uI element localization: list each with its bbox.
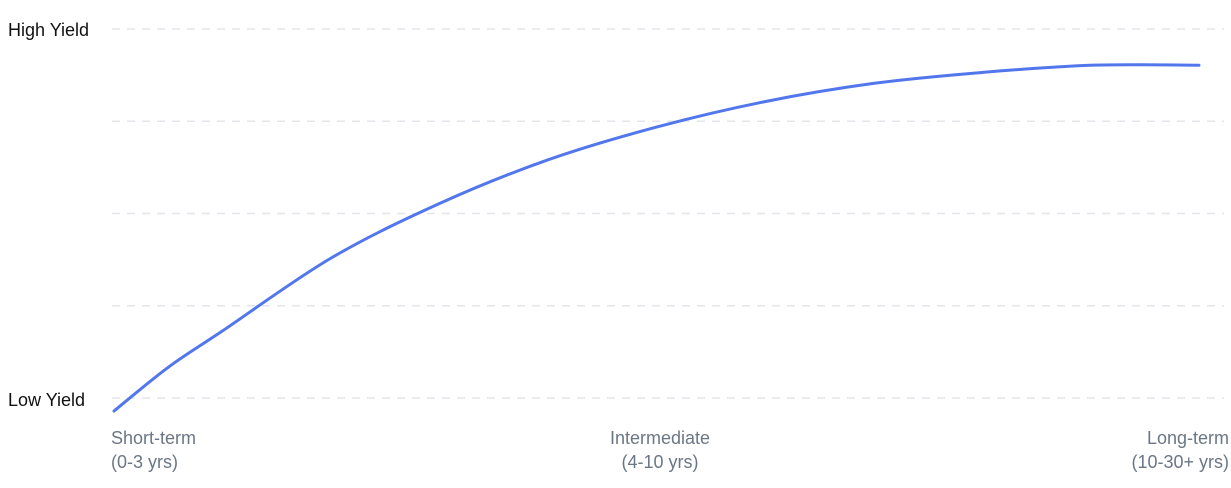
y-tick-label-high: High Yield [8,20,89,40]
x-tick-label-short-term: Short-term [111,428,196,448]
y-tick-label-low: Low Yield [8,390,85,410]
x-tick-sublabel-short-term: (0-3 yrs) [111,452,178,472]
x-tick-label-intermediate: Intermediate [610,428,710,448]
x-tick-label-long-term: Long-term [1147,428,1229,448]
series-group [112,63,1201,413]
grid-lines [112,28,1224,399]
x-tick-sublabel-long-term: (10-30+ yrs) [1131,452,1229,472]
x-tick-sublabel-intermediate: (4-10 yrs) [621,452,698,472]
series-line-0 [112,63,1201,413]
